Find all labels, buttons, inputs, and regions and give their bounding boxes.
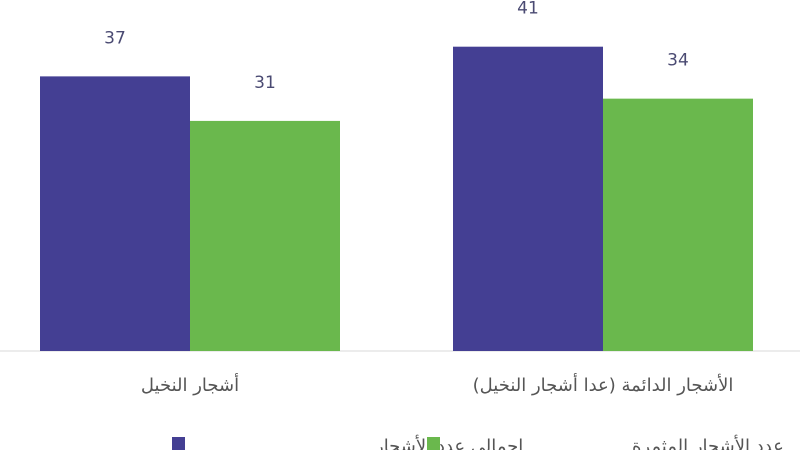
value-label-1-0: 34 xyxy=(667,51,689,71)
legend-swatch-0 xyxy=(172,437,185,450)
value-label-0-0: 41 xyxy=(517,0,539,19)
category-label-0: الأشجار الدائمة (عدا أشجار النخيل) xyxy=(473,373,734,396)
legend: إجمالي عدد الأشجار عدد الأشجار المثمرة xyxy=(172,435,784,450)
bars-layer xyxy=(40,46,753,352)
category-label-1: أشجار النخيل xyxy=(141,373,239,396)
value-label-1-1: 31 xyxy=(254,73,276,93)
value-label-0-1: 37 xyxy=(104,28,126,48)
bar-total-1 xyxy=(40,76,190,351)
legend-label-1: عدد الأشجار المثمرة xyxy=(632,435,784,450)
labels-layer: 41 34 الأشجار الدائمة (عدا أشجار النخيل) 37… xyxy=(104,0,733,396)
bar-fruiting-0 xyxy=(603,98,753,352)
legend-label-0: إجمالي عدد الأشجار xyxy=(374,435,523,450)
bar-fruiting-1 xyxy=(190,120,340,352)
legend-swatch-1 xyxy=(427,437,440,450)
bar-total-0 xyxy=(453,46,603,351)
